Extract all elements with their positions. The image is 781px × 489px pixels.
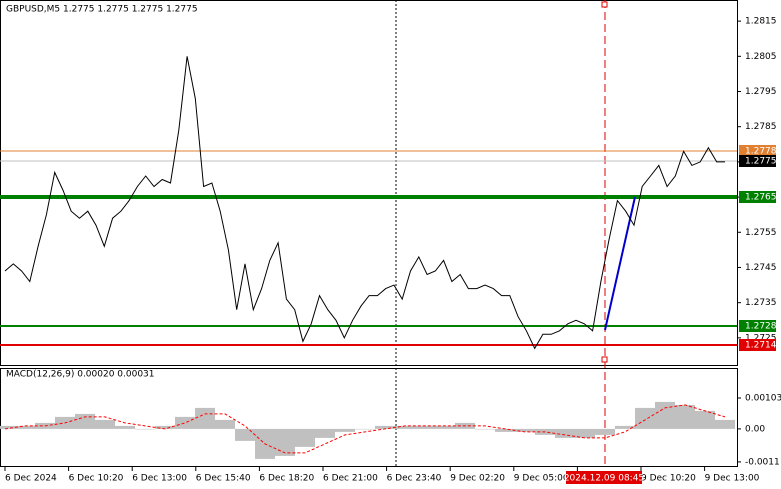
- price-line: [4, 56, 725, 350]
- macd-bar: [715, 419, 735, 429]
- macd-panel: [0, 368, 738, 467]
- level-label-box: [739, 155, 776, 167]
- level-label: 1.2765: [745, 193, 777, 203]
- signal-line: [4, 404, 726, 454]
- macd-bar: [595, 428, 615, 435]
- macd-bar: [95, 419, 115, 429]
- macd-bar: [195, 407, 215, 429]
- level-label-box: [739, 191, 776, 203]
- level-label: 1.2775: [745, 157, 777, 167]
- macd-bar: [515, 428, 535, 432]
- x-tick-label: 6 Dec 18:20: [259, 474, 314, 484]
- macd-bar: [655, 401, 675, 429]
- x-tick-label: 6 Dec 10:20: [69, 474, 124, 484]
- macd-bar: [395, 425, 415, 429]
- level-label: 1.2728: [745, 322, 777, 332]
- macd-bar: [135, 428, 155, 430]
- macd-bar: [675, 404, 695, 429]
- macd-bar: [615, 425, 635, 429]
- macd-bar: [15, 425, 35, 429]
- y-tick-label: -0.0011: [745, 457, 780, 467]
- y-tick-label: 1.2795: [745, 87, 777, 97]
- x-tick-label: 6 Dec 15:40: [196, 474, 251, 484]
- y-tick-label: 1.2755: [745, 228, 777, 238]
- macd-bar: [315, 428, 335, 438]
- x-tick-label: 6 Dec 13:00: [132, 474, 187, 484]
- macd-bar: [0, 425, 15, 429]
- macd-bar: [295, 428, 315, 447]
- x-tick-label: 6 Dec 23:40: [387, 474, 442, 484]
- chart-title: GBPUSD,M5 1.2775 1.2775 1.2775 1.2775: [6, 5, 198, 15]
- x-tick-label: 9 Dec 10:20: [641, 474, 696, 484]
- x-tick-label: 9 Dec 13:00: [705, 474, 760, 484]
- level-label: 1.2778: [745, 147, 777, 157]
- level-label: 1.2714: [745, 341, 777, 351]
- macd-label: MACD(12,26,9) 0.00020 0.00031: [6, 370, 155, 380]
- cursor-time: 2024.12.09 08:45: [564, 474, 644, 484]
- macd-bar: [235, 428, 255, 441]
- macd-bar: [115, 425, 135, 429]
- macd-bar: [435, 425, 455, 429]
- x-tick-label: 6 Dec 2024: [5, 474, 57, 484]
- x-tick-label: 9 Dec 05:00: [514, 474, 569, 484]
- macd-bar: [415, 425, 435, 429]
- macd-bar: [335, 428, 355, 432]
- cursor-time-box: [566, 471, 642, 484]
- macd-bar: [635, 407, 655, 429]
- macd-bar: [355, 428, 375, 430]
- x-tick-label: 9 Dec 02:20: [450, 474, 505, 484]
- macd-bar: [215, 419, 235, 429]
- y-tick-label: 0.00: [745, 424, 765, 434]
- y-tick-label: 0.00103: [745, 394, 781, 404]
- level-label-box: [739, 339, 776, 351]
- level-label-box: [739, 145, 776, 157]
- macd-bar: [475, 428, 495, 430]
- macd-bar: [75, 413, 95, 429]
- y-tick-label: 1.2735: [745, 298, 777, 308]
- macd-bar: [375, 425, 395, 429]
- y-tick-label: 1.2725: [745, 333, 777, 343]
- y-tick-label: 1.2805: [745, 52, 777, 62]
- y-tick-label: 1.2745: [745, 263, 777, 273]
- macd-bar: [555, 428, 575, 438]
- cursor-marker: [601, 356, 608, 363]
- y-tick-label: 1.2785: [745, 122, 777, 132]
- main-panel: [0, 0, 738, 366]
- level-label-box: [739, 320, 776, 332]
- cursor-marker: [601, 1, 608, 8]
- macd-bar: [175, 416, 195, 429]
- macd-bar: [155, 425, 175, 429]
- macd-bar: [495, 428, 515, 432]
- macd-bar: [695, 410, 715, 429]
- macd-bar: [275, 428, 295, 456]
- y-tick-label: 1.2815: [745, 17, 777, 27]
- macd-bar: [575, 428, 595, 438]
- x-tick-label: 6 Dec 21:00: [323, 474, 378, 484]
